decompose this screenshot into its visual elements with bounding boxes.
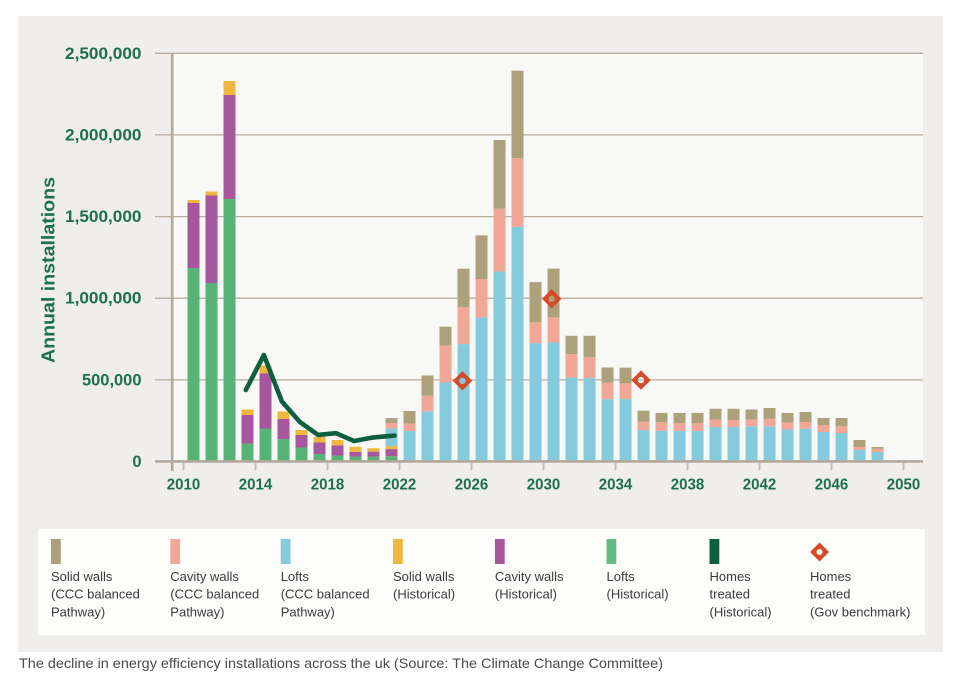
svg-text:2026: 2026: [455, 477, 489, 494]
svg-text:500,000: 500,000: [82, 371, 142, 389]
svg-text:2022: 2022: [383, 477, 417, 494]
svg-text:0: 0: [132, 453, 141, 471]
svg-text:2018: 2018: [311, 477, 345, 494]
svg-text:Pathway): Pathway): [51, 604, 105, 619]
svg-text:(Historical): (Historical): [710, 604, 772, 619]
svg-text:Homes: Homes: [710, 569, 752, 584]
svg-text:2,500,000: 2,500,000: [65, 45, 142, 63]
svg-text:2,000,000: 2,000,000: [65, 126, 142, 144]
svg-text:(CCC balanced: (CCC balanced: [281, 587, 370, 602]
svg-text:2030: 2030: [527, 477, 561, 494]
svg-text:(Historical): (Historical): [607, 587, 669, 602]
svg-text:1,000,000: 1,000,000: [65, 290, 142, 308]
svg-text:treated: treated: [710, 587, 750, 602]
svg-text:1,500,000: 1,500,000: [65, 208, 142, 226]
svg-text:Solid walls: Solid walls: [393, 569, 455, 584]
svg-text:(Gov benchmark): (Gov benchmark): [810, 604, 910, 619]
svg-text:(Historical): (Historical): [393, 587, 455, 602]
svg-text:Homes: Homes: [810, 569, 852, 584]
svg-text:2042: 2042: [743, 477, 777, 494]
svg-text:Solid walls: Solid walls: [51, 569, 113, 584]
svg-text:(CCC balanced: (CCC balanced: [170, 587, 259, 602]
svg-text:(CCC balanced: (CCC balanced: [51, 587, 140, 602]
svg-text:Lofts: Lofts: [281, 569, 310, 584]
svg-text:The decline in energy efficien: The decline in energy efficiency install…: [19, 655, 663, 671]
svg-text:Pathway): Pathway): [170, 604, 224, 619]
svg-text:2034: 2034: [599, 477, 633, 494]
svg-text:2050: 2050: [887, 477, 921, 494]
svg-text:Cavity walls: Cavity walls: [495, 569, 564, 584]
svg-text:Annual installations: Annual installations: [38, 177, 59, 363]
svg-text:Cavity walls: Cavity walls: [170, 569, 239, 584]
svg-text:2014: 2014: [239, 477, 273, 494]
svg-text:2046: 2046: [815, 477, 849, 494]
svg-text:(Historical): (Historical): [495, 587, 557, 602]
svg-text:treated: treated: [810, 587, 850, 602]
svg-text:Pathway): Pathway): [281, 604, 335, 619]
svg-text:2038: 2038: [671, 477, 705, 494]
svg-text:2010: 2010: [167, 477, 201, 494]
svg-text:Lofts: Lofts: [607, 569, 636, 584]
